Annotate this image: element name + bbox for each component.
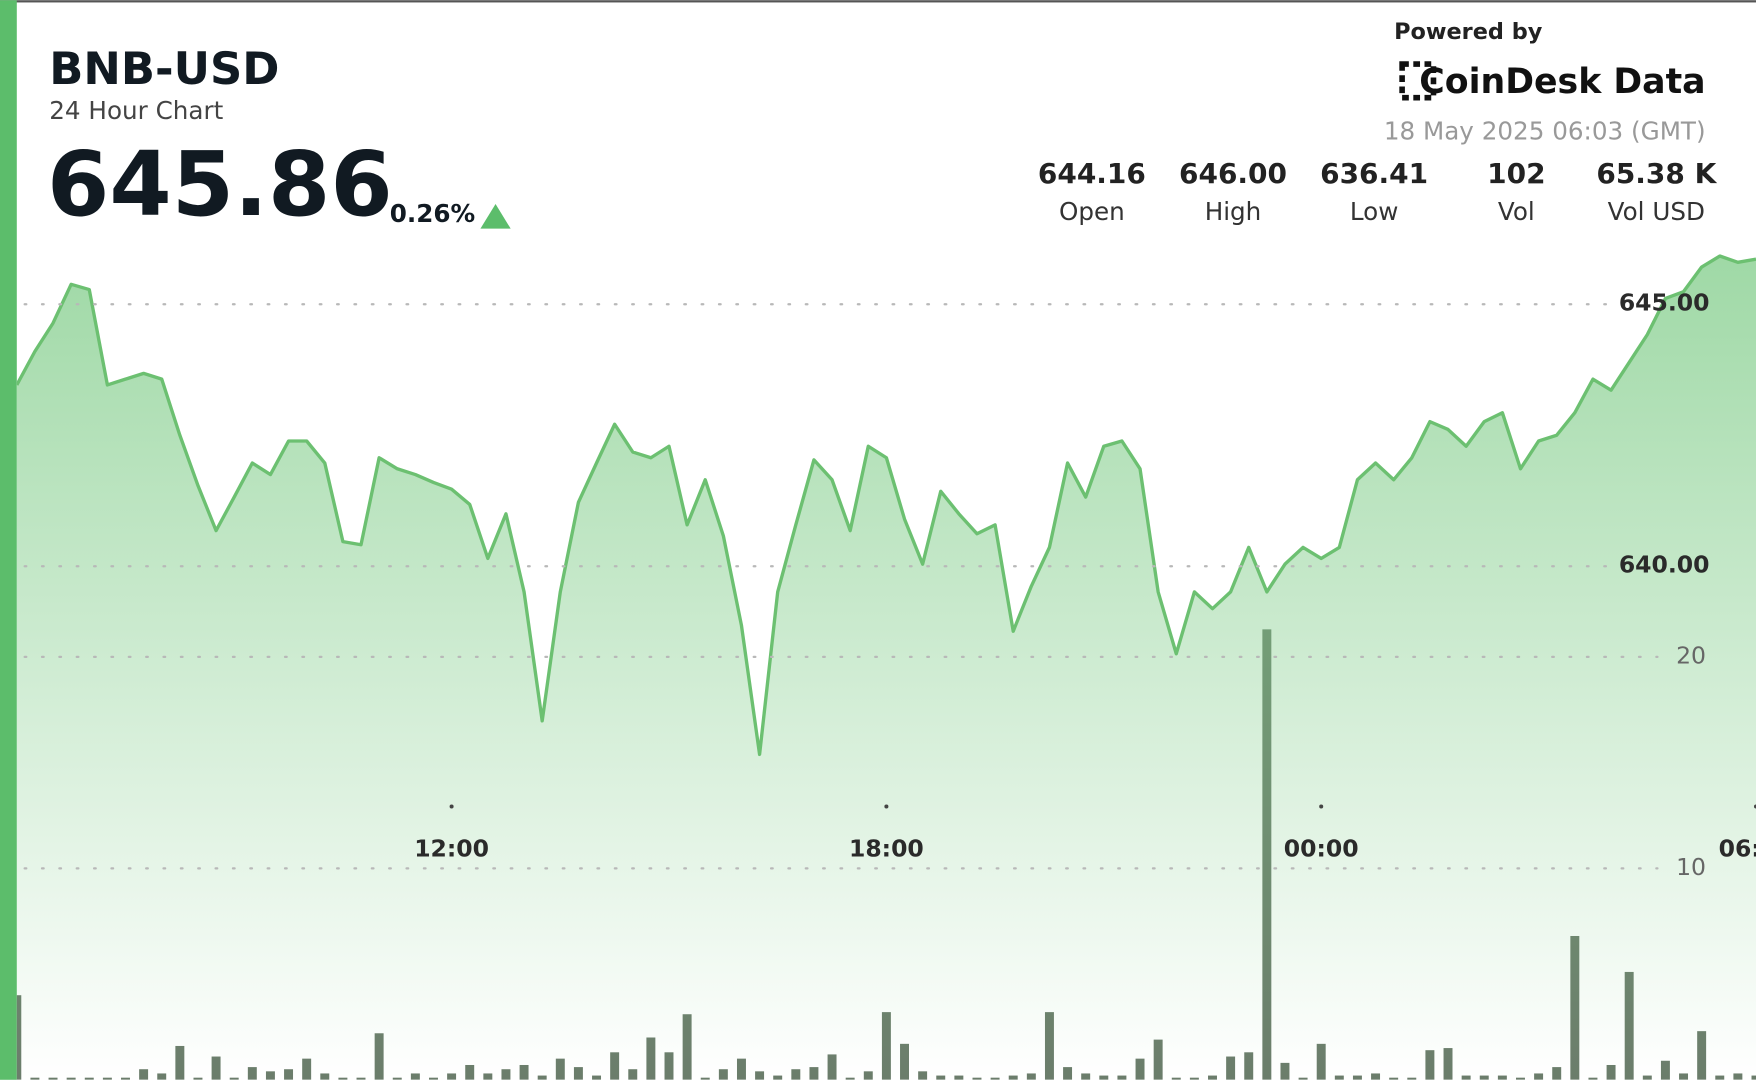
x-tick-dot — [449, 804, 454, 809]
x-tick-dot — [1753, 804, 1756, 809]
stat-label: Open — [1059, 197, 1125, 226]
up-arrow — [480, 204, 511, 229]
stat-label: Low — [1350, 197, 1399, 226]
x-tick-dot — [1319, 804, 1324, 809]
area — [16, 256, 1756, 1080]
price-line — [16, 254, 1756, 757]
stat-label: Vol USD — [1608, 197, 1705, 226]
stat-value: 646.00 — [1179, 157, 1287, 190]
axis-labels: 640.00 645.00 10 20 12:00 18:00 00:00 06:00 — [414, 289, 1756, 881]
y2-tick-label: 10 — [1676, 853, 1706, 881]
brand: CoinDesk Data — [1419, 62, 1705, 102]
brand-logo — [1399, 61, 1437, 101]
timestamp: 18 May 2025 06:03 (GMT) — [1384, 116, 1706, 145]
y-tick-label: 645.00 — [1619, 289, 1710, 317]
x-tick-label: 06:00 — [1719, 835, 1756, 863]
price: 645.86 — [47, 133, 393, 237]
change: 0.26% — [390, 199, 475, 228]
top-border — [0, 0, 1756, 3]
stat-value: 644.16 — [1038, 157, 1146, 190]
stat-label: Vol — [1498, 197, 1535, 226]
stat-value: 636.41 — [1320, 157, 1428, 190]
x-tick-label: 18:00 — [849, 835, 924, 863]
x-tick-label: 12:00 — [414, 835, 489, 863]
y-tick-label: 640.00 — [1619, 551, 1710, 579]
stats: 644.16 Open 646.00 High 636.41 Low 102 Vol 65.38… — [1038, 157, 1718, 226]
grid — [23, 303, 1659, 870]
stat-label: High — [1205, 197, 1262, 226]
symbol: BNB-USD — [49, 42, 279, 95]
plot-area — [16, 254, 1756, 1080]
y2-tick-label: 20 — [1676, 641, 1706, 669]
x-tick-label: 00:00 — [1284, 835, 1359, 863]
subtitle: 24 Hour Chart — [49, 96, 223, 125]
x-tick-dot — [884, 804, 889, 809]
powered-by: Powered by — [1394, 19, 1543, 45]
stat-value: 102 — [1487, 157, 1545, 190]
stat-value: 65.38 K — [1596, 157, 1717, 190]
accent-strip — [0, 0, 17, 1080]
